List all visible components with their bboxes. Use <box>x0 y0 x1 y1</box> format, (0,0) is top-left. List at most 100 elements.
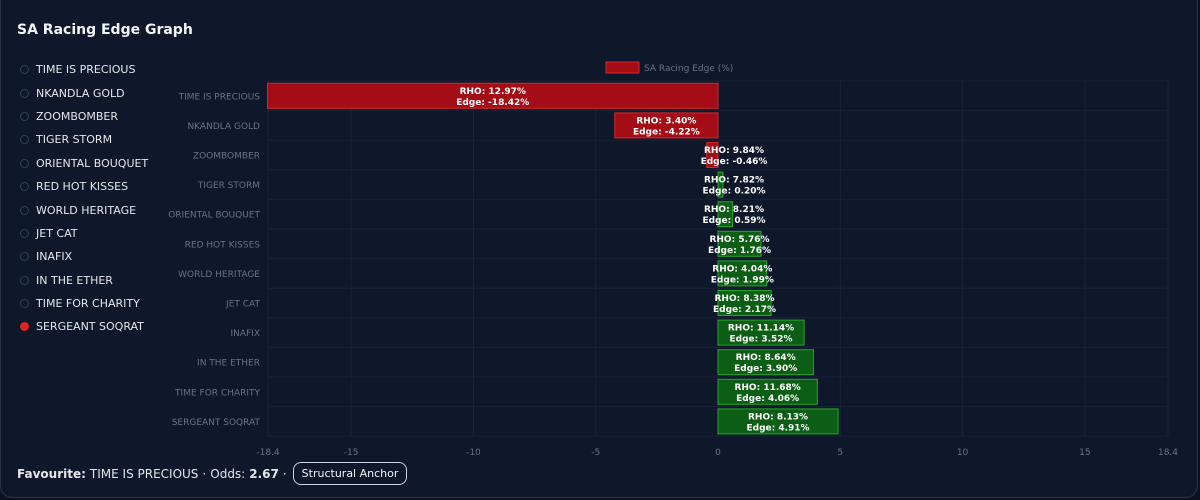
bar-rho-label: RHO: 11.68% <box>734 383 800 393</box>
x-tick-label: -18.4 <box>256 448 280 458</box>
category-label: JET CAT <box>225 300 260 310</box>
edge-bar <box>717 408 839 435</box>
separator: · <box>282 466 287 481</box>
bar-rho-label: RHO: 11.14% <box>728 324 794 334</box>
horse-option-label: INAFIX <box>36 250 73 264</box>
horse-option[interactable]: INAFIX <box>20 245 148 268</box>
category-label: ORIENTAL BOUQUET <box>168 211 260 221</box>
horse-option[interactable]: SERGEANT SOQRAT <box>20 315 148 338</box>
category-label: WORLD HERITAGE <box>178 270 260 280</box>
x-tick-label: 18.4 <box>1158 448 1178 458</box>
bar-rho-label: RHO: 4.04% <box>712 264 772 274</box>
x-tick-label: 5 <box>837 448 843 458</box>
edge-bar <box>717 349 814 376</box>
horse-option[interactable]: ORIENTAL BOUQUET <box>20 152 148 175</box>
radio-icon[interactable] <box>20 135 29 145</box>
favourite-label: Favourite: <box>17 466 86 481</box>
horse-option[interactable]: JET CAT <box>20 222 148 245</box>
horse-selector-list: TIME IS PRECIOUS NKANDLA GOLD ZOOMBOMBER TI… <box>20 58 148 339</box>
edge-bar <box>717 201 733 228</box>
horse-option-label: TIGER STORM <box>36 133 113 147</box>
bar-rho-label: RHO: 5.76% <box>709 235 769 245</box>
horse-option-label: RED HOT KISSES <box>36 180 129 194</box>
bar-edge-label: Edge: -0.46% <box>701 157 768 167</box>
odds-label: Odds: <box>210 466 246 481</box>
edge-bar <box>614 112 719 139</box>
radio-icon[interactable] <box>20 65 29 75</box>
legend-swatch <box>605 61 640 74</box>
category-label: TIME FOR CHARITY <box>174 388 260 398</box>
horse-option-label: IN THE ETHER <box>36 273 113 287</box>
edge-bar <box>717 319 805 346</box>
category-label: INAFIX <box>230 329 260 339</box>
bar-edge-label: Edge: -18.42% <box>456 98 529 108</box>
horse-option-label: ORIENTAL BOUQUET <box>36 156 149 170</box>
category-label: TIGER STORM <box>197 181 260 191</box>
category-label: SERGEANT SOQRAT <box>172 418 261 428</box>
radio-icon[interactable] <box>20 158 29 168</box>
odds-value: 2.67 <box>249 466 279 481</box>
radio-icon[interactable] <box>20 275 29 285</box>
edge-bar <box>717 378 818 405</box>
horse-option[interactable]: RED HOT KISSES <box>20 175 148 198</box>
horse-option-label: TIME FOR CHARITY <box>36 297 140 311</box>
edge-bar <box>717 290 772 316</box>
horse-option-label: TIME IS PRECIOUS <box>36 63 136 77</box>
radio-icon[interactable] <box>20 205 29 215</box>
category-label: NKANDLA GOLD <box>187 122 260 132</box>
bar-rho-label: RHO: 12.97% <box>460 87 526 97</box>
category-label: RED HOT KISSES <box>185 240 261 250</box>
bar-edge-label: Edge: 4.91% <box>746 423 809 433</box>
bar-edge-label: Edge: 3.90% <box>734 364 797 374</box>
horse-option[interactable]: WORLD HERITAGE <box>20 198 148 221</box>
bar-rho-label: RHO: 8.21% <box>704 205 764 215</box>
x-tick-label: 15 <box>1079 448 1090 458</box>
horse-option[interactable]: NKANDLA GOLD <box>20 81 148 104</box>
structural-anchor-button[interactable]: Structural Anchor <box>292 462 408 485</box>
edge-bar <box>717 260 768 287</box>
radio-selected-icon[interactable] <box>20 322 29 332</box>
x-tick-label: -15 <box>344 448 359 458</box>
bar-rho-label: RHO: 8.38% <box>714 294 774 304</box>
footer-info: Favourite: TIME IS PRECIOUS · Odds: 2.67… <box>17 462 408 485</box>
category-label: ZOOMBOMBER <box>193 152 260 162</box>
bar-edge-label: Edge: 1.99% <box>711 275 774 285</box>
bar-edge-label: Edge: 0.20% <box>702 187 765 197</box>
horse-option[interactable]: TIME IS PRECIOUS <box>20 58 148 81</box>
bar-edge-label: Edge: 2.17% <box>713 305 776 315</box>
edge-chart: SA Racing Edge (%) -18.4 -15 -10 -5 0 5 10 15 18.… <box>168 61 1178 458</box>
horse-option[interactable]: ZOOMBOMBER <box>20 105 148 128</box>
category-label: TIME IS PRECIOUS <box>178 92 261 102</box>
radio-icon[interactable] <box>20 111 29 121</box>
bar-edge-label: Edge: -4.22% <box>633 127 700 137</box>
horse-option-label: JET CAT <box>36 226 78 240</box>
category-label: IN THE ETHER <box>197 359 260 369</box>
bar-edge-label: Edge: 3.52% <box>729 335 792 345</box>
bar-rho-label: RHO: 7.82% <box>704 176 764 186</box>
favourite-value: TIME IS PRECIOUS <box>89 466 199 481</box>
radio-icon[interactable] <box>20 88 29 98</box>
bar-rho-label: RHO: 9.84% <box>704 146 764 156</box>
radio-icon[interactable] <box>20 252 29 262</box>
bar-edge-label: Edge: 4.06% <box>736 394 799 404</box>
edge-bar <box>706 142 719 168</box>
bar-rho-label: RHO: 3.40% <box>636 116 696 126</box>
edge-bar <box>267 82 719 109</box>
radio-icon[interactable] <box>20 228 29 238</box>
bar-edge-label: Edge: 0.59% <box>702 216 765 226</box>
horse-option[interactable]: TIME FOR CHARITY <box>20 292 148 315</box>
radio-icon[interactable] <box>20 182 29 192</box>
page-title: SA Racing Edge Graph <box>17 22 193 38</box>
x-tick-label: 10 <box>957 448 969 458</box>
horse-option-label: WORLD HERITAGE <box>36 203 137 217</box>
horse-option-label: ZOOMBOMBER <box>36 109 118 123</box>
edge-bar <box>717 230 762 257</box>
horse-option-label: SERGEANT SOQRAT <box>36 320 144 334</box>
horse-option[interactable]: TIGER STORM <box>20 128 148 151</box>
bar-rho-label: RHO: 8.13% <box>748 412 808 422</box>
bar-edge-label: Edge: 1.76% <box>708 246 771 256</box>
separator: · <box>202 466 207 481</box>
horse-option[interactable]: IN THE ETHER <box>20 269 148 292</box>
radio-icon[interactable] <box>20 299 29 309</box>
bar-rho-label: RHO: 8.64% <box>736 353 796 363</box>
